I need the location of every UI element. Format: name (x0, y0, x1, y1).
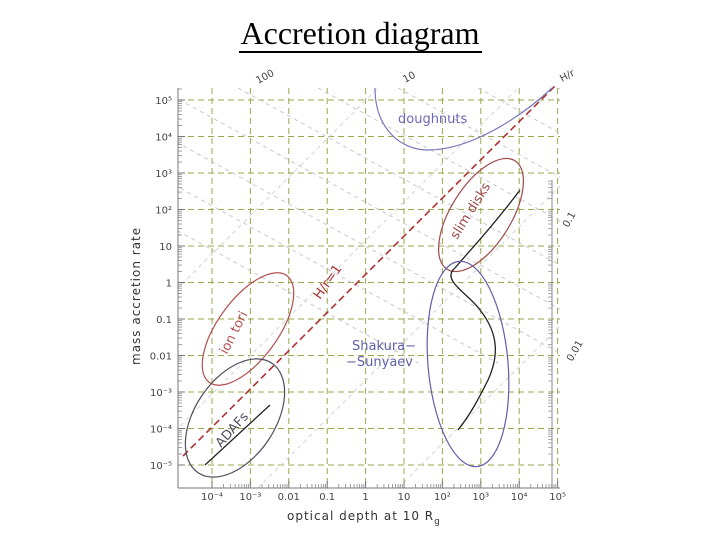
slide-title-text: Accretion diagram (238, 15, 482, 53)
doughnuts-region (374, 87, 553, 151)
x-ticks: 10⁻⁴ 10⁻³ 0.01 0.1 1 10 10² 10³ 10⁴ 10⁵ (201, 481, 566, 503)
h-over-r-equals-1-line (182, 84, 557, 457)
x-tick-label: 1 (362, 492, 368, 503)
contour-line (178, 142, 560, 354)
contour-line (557, 88, 560, 90)
y-tick-label: 10⁵ (155, 96, 172, 107)
x-tick-label: 10⁵ (549, 492, 566, 503)
y-tick-label: 0.01 (150, 352, 172, 363)
y-ticks: 10⁵ 10⁴ 10³ 10² 10 1 0.1 0.01 10⁻³ 10⁻⁴ 10⁻⁵ (150, 88, 185, 472)
x-tick-label: 10 (398, 492, 411, 503)
y-axis-label: mass accretion rate (129, 227, 143, 365)
x-tick-label: 10³ (472, 492, 489, 503)
contour-line (178, 88, 519, 429)
contour-line (477, 88, 560, 134)
x-tick-label: 10⁴ (511, 492, 528, 503)
adafs-label: ADAFs (213, 409, 252, 450)
y-tick-label: 10² (155, 206, 172, 217)
ion-tori-region (201, 272, 295, 386)
x-tick-label: 10⁻³ (239, 492, 261, 503)
vertical-gridlines (211, 88, 559, 488)
slide-title: Accretion diagram (0, 14, 720, 53)
y-axis: 10⁵ 10⁴ 10³ 10² 10 1 0.1 0.01 10⁻³ 10⁻⁴ 10⁻⁵ (150, 88, 185, 488)
doughnuts-label: doughnuts (398, 112, 468, 127)
x-axis: 10⁻⁴ 10⁻³ 0.01 0.1 1 10 10² 10³ 10⁴ 10⁵ (178, 481, 566, 503)
shakura-sunyaev-region (426, 260, 510, 468)
slim-disks-region (438, 157, 524, 273)
x-tick-label: 10⁻⁴ (201, 492, 223, 503)
contour-line (397, 88, 560, 178)
x-tick-label: 10² (434, 492, 451, 503)
x-tick-label: 0.01 (278, 492, 300, 503)
y-tick-label: 10⁴ (155, 133, 172, 144)
slim-disk-solution-curve (454, 189, 521, 269)
slim-disks-label: slim disks (448, 180, 495, 242)
adaf-solution-curve (204, 404, 271, 466)
y-tick-label: 10 (159, 242, 172, 253)
y-tick-label: 10⁻⁵ (150, 461, 172, 472)
right-axis (548, 180, 553, 488)
contour-label-0-01: 0.01 (565, 339, 586, 364)
contour-line (178, 186, 499, 364)
contour-label-0-1: 0.1 (561, 210, 578, 229)
y-tick-label: 10⁻³ (150, 388, 172, 399)
ion-tori-label: ion tori (217, 309, 251, 357)
y-tick-label: 10⁻⁴ (150, 425, 172, 436)
y-tick-label: 0.1 (156, 315, 172, 326)
contour-label-10: 10 (401, 70, 417, 86)
contour-line (178, 230, 419, 364)
adafs-region (184, 358, 286, 478)
contour-label-100: 100 (254, 68, 276, 87)
x-axis-label: optical depth at 10 Rg (287, 509, 441, 527)
horizontal-gridlines (178, 99, 560, 466)
y-tick-label: 1 (166, 279, 172, 290)
grid (178, 88, 560, 488)
contour-line (237, 88, 560, 266)
shakura-label-line-2: −Sunyaev (346, 355, 413, 370)
y-tick-label: 10³ (155, 169, 172, 180)
thin-disk-solution-curve (450, 267, 497, 431)
shakura-label-line-1: Shakura− (352, 339, 416, 354)
x-tick-label: 0.1 (319, 492, 335, 503)
contour-label-h-over-r: H/r (558, 67, 577, 84)
